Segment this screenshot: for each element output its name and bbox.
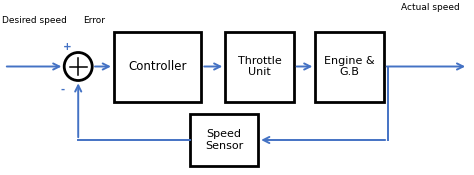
Text: Controller: Controller <box>128 60 187 73</box>
Bar <box>190 114 258 166</box>
Bar <box>114 32 201 102</box>
Text: Error: Error <box>83 16 105 25</box>
Bar <box>225 32 294 102</box>
Text: Speed
Sensor: Speed Sensor <box>205 129 243 151</box>
Text: -: - <box>61 84 65 94</box>
Text: Actual speed: Actual speed <box>401 2 459 12</box>
Text: +: + <box>63 42 72 52</box>
Text: Engine &
G.B: Engine & G.B <box>324 56 375 77</box>
Text: Desired speed: Desired speed <box>2 16 67 25</box>
Text: Throttle
Unit: Throttle Unit <box>237 56 282 77</box>
Circle shape <box>64 52 92 80</box>
Bar <box>315 32 384 102</box>
